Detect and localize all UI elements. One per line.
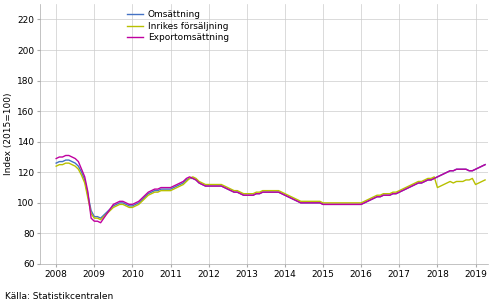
Inrikes försäljning [98,218,104,222]
Line: Omsättning: Omsättning [56,160,485,218]
Exportomsättning [110,202,116,206]
Inrikes försäljning [463,178,469,182]
Omsättning [406,186,412,189]
Inrikes försäljning [53,164,59,168]
Inrikes försäljning [409,183,415,186]
Line: Exportomsättning: Exportomsättning [56,155,485,223]
Omsättning [409,184,415,188]
Omsättning [110,204,116,208]
Line: Inrikes försäljning: Inrikes försäljning [56,163,485,220]
Text: Källa: Statistikcentralen: Källa: Statistikcentralen [5,292,113,301]
Y-axis label: Index (2015=100): Index (2015=100) [4,93,13,175]
Omsättning [53,161,59,165]
Exportomsättning [225,187,231,191]
Inrikes försäljning [110,206,116,209]
Omsättning [482,163,488,167]
Legend: Omsättning, Inrikes försäljning, Exportomsättning: Omsättning, Inrikes försäljning, Exporto… [125,9,231,44]
Exportomsättning [406,186,412,189]
Exportomsättning [482,163,488,167]
Omsättning [98,216,104,220]
Inrikes försäljning [482,178,488,182]
Inrikes försäljning [406,184,412,188]
Omsättning [412,183,418,186]
Exportomsättning [98,221,104,225]
Omsättning [463,168,469,171]
Inrikes försäljning [225,186,231,189]
Exportomsättning [409,184,415,188]
Inrikes försäljning [63,161,69,165]
Omsättning [225,187,231,191]
Exportomsättning [63,154,69,157]
Exportomsättning [412,183,418,186]
Exportomsättning [53,157,59,161]
Inrikes försäljning [412,181,418,185]
Exportomsättning [463,168,469,171]
Omsättning [63,158,69,162]
